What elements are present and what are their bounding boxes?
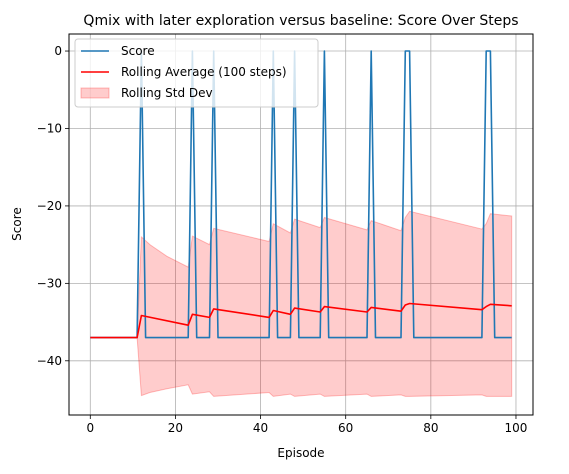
x-tick-label: 80 (423, 421, 438, 435)
x-axis-label: Episode (277, 446, 324, 460)
y-tick-label: −20 (37, 199, 62, 213)
x-tick-label: 100 (505, 421, 528, 435)
x-axis: 0 20 40 60 80 100 (86, 415, 527, 435)
x-tick-label: 0 (86, 421, 94, 435)
legend-rolling-avg-label: Rolling Average (100 steps) (121, 65, 287, 79)
x-tick-label: 40 (253, 421, 268, 435)
y-axis: 0 −10 −20 −30 −40 (37, 44, 69, 368)
x-tick-label: 60 (338, 421, 353, 435)
legend: Score Rolling Average (100 steps) Rollin… (74, 38, 319, 108)
y-tick-label: −30 (37, 276, 62, 290)
legend-box (74, 38, 319, 108)
x-tick-label: 20 (168, 421, 183, 435)
rolling-average-line (90, 302, 512, 339)
score-line (90, 50, 512, 339)
plot-area (90, 50, 513, 397)
rolling-std-band (90, 210, 513, 397)
legend-std-swatch (80, 87, 110, 99)
y-axis-label: Score (10, 207, 24, 241)
y-tick-label: −40 (37, 354, 62, 368)
legend-std-label: Rolling Std Dev (121, 86, 213, 100)
axes-frame (68, 33, 534, 416)
chart-title: Qmix with later exploration versus basel… (83, 13, 518, 29)
y-tick-label: 0 (54, 44, 62, 58)
y-tick-label: −10 (37, 121, 62, 135)
legend-score-label: Score (121, 44, 155, 58)
